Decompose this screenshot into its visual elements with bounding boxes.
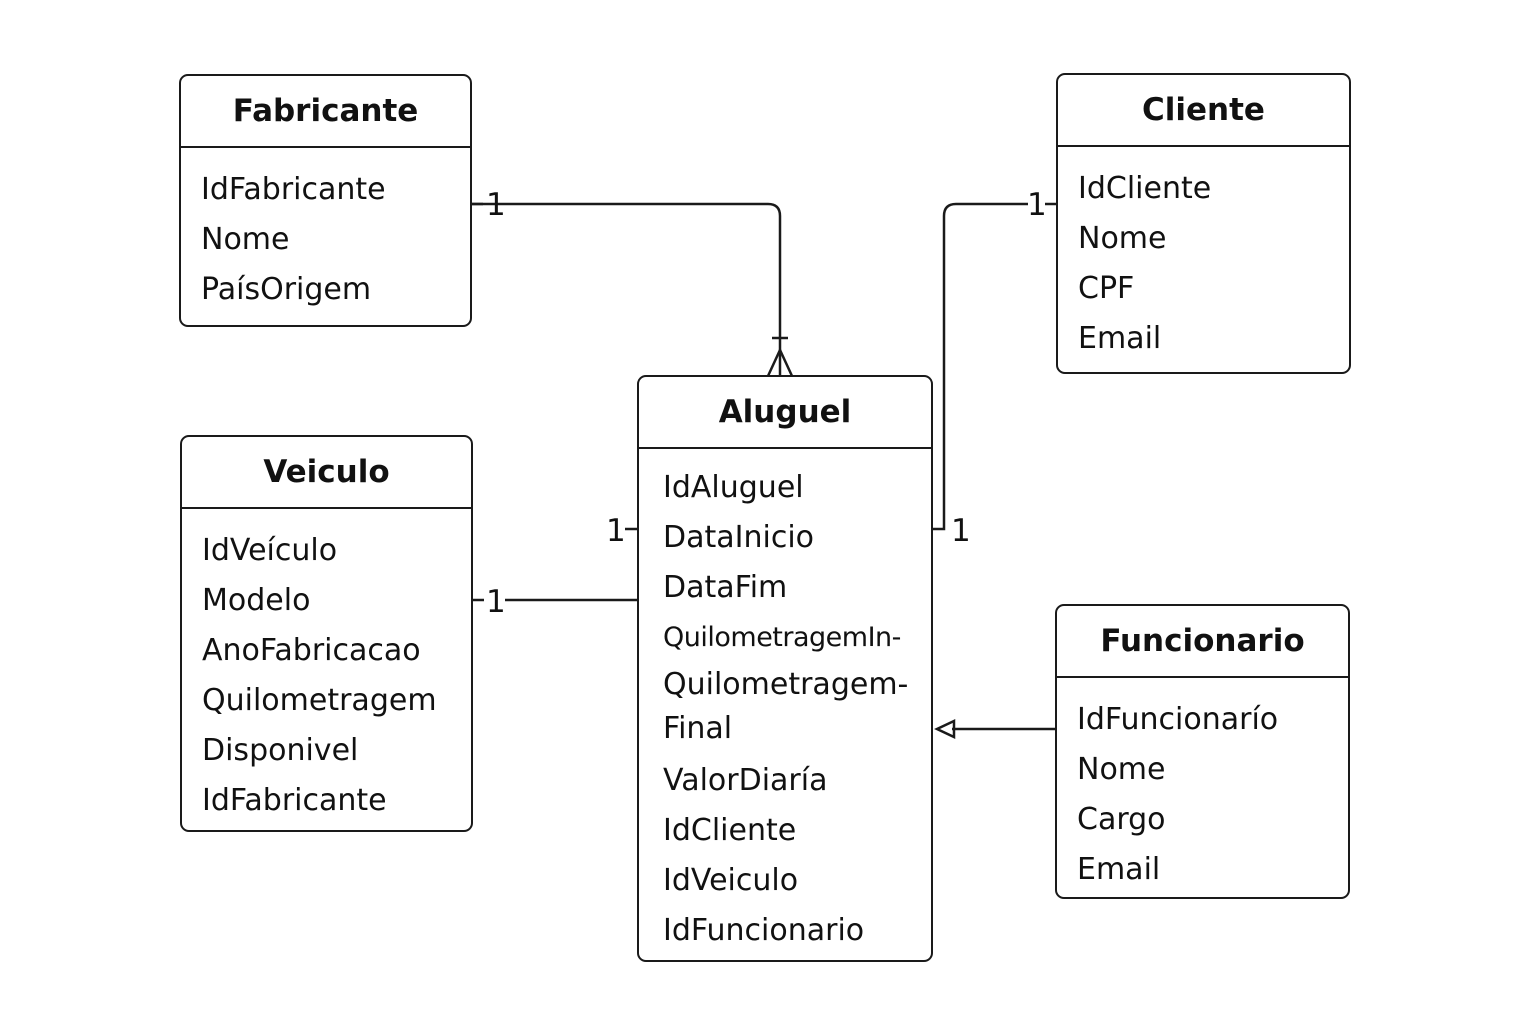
attribute: IdFabricante bbox=[201, 172, 386, 207]
cardinality-aluguel-right: 1 bbox=[951, 513, 971, 549]
attribute: IdCliente bbox=[663, 813, 797, 848]
attribute: Email bbox=[1077, 852, 1161, 887]
attribute: DataFim bbox=[663, 570, 788, 605]
attribute: Final bbox=[663, 711, 733, 746]
attribute: IdFabricante bbox=[202, 783, 387, 818]
attribute-list: IdFuncionarío Nome Cargo Email bbox=[1057, 678, 1348, 895]
attribute: IdAluguel bbox=[663, 470, 804, 505]
attribute: AnoFabricacao bbox=[202, 633, 421, 668]
attribute: IdVeiculo bbox=[663, 863, 799, 898]
entity-title: Cliente bbox=[1058, 75, 1349, 147]
entity-title: Aluguel bbox=[639, 377, 931, 449]
entity-veiculo[interactable]: Veiculo IdVeículo Modelo AnoFabricacao Q… bbox=[180, 435, 473, 832]
arrowhead-aluguel-right bbox=[934, 719, 956, 739]
attribute: Cargo bbox=[1077, 802, 1166, 837]
attribute: ValorDiaría bbox=[663, 763, 828, 798]
entity-title: Veiculo bbox=[182, 437, 471, 509]
connector-cliente-aluguel bbox=[932, 202, 1028, 531]
cardinality-fabricante: 1 bbox=[486, 187, 506, 223]
attribute: Quilometragem- bbox=[663, 667, 909, 702]
attribute: QuilometragemIn- bbox=[663, 622, 901, 653]
attribute: IdFuncionario bbox=[663, 913, 865, 948]
attribute: Modelo bbox=[202, 583, 311, 618]
attribute: Nome bbox=[201, 222, 290, 257]
attribute: Quilometragem bbox=[202, 683, 437, 718]
attribute: DataInicio bbox=[663, 520, 815, 555]
connector-fabricante-aluguel bbox=[471, 202, 782, 376]
attribute: IdFuncionarío bbox=[1077, 702, 1279, 737]
attribute: IdVeículo bbox=[202, 533, 338, 568]
crowfoot-aluguel-top bbox=[766, 347, 794, 377]
attribute-list: IdFabricante Nome PaísOrigem bbox=[181, 148, 470, 315]
entity-fabricante[interactable]: Fabricante IdFabricante Nome PaísOrigem bbox=[179, 74, 472, 327]
attribute-list: IdAluguel DataInicio DataFim Quilometrag… bbox=[639, 449, 931, 956]
entity-title: Fabricante bbox=[181, 76, 470, 148]
attribute: PaísOrigem bbox=[201, 272, 372, 307]
attribute: Nome bbox=[1078, 221, 1167, 256]
attribute-list: IdVeículo Modelo AnoFabricacao Quilometr… bbox=[182, 509, 471, 826]
entity-cliente[interactable]: Cliente IdCliente Nome CPF Email bbox=[1056, 73, 1351, 374]
cardinality-veiculo: 1 bbox=[486, 584, 506, 620]
attribute: IdCliente bbox=[1078, 171, 1212, 206]
attribute-list: IdCliente Nome CPF Email bbox=[1058, 147, 1349, 364]
attribute: Disponivel bbox=[202, 733, 359, 768]
entity-aluguel[interactable]: Aluguel IdAluguel DataInicio DataFim Qui… bbox=[637, 375, 933, 962]
attribute: Email bbox=[1078, 321, 1162, 356]
attribute: Nome bbox=[1077, 752, 1166, 787]
cardinality-aluguel-left: 1 bbox=[606, 513, 626, 549]
entity-title: Funcionario bbox=[1057, 606, 1348, 678]
cardinality-cliente: 1 bbox=[1027, 187, 1047, 223]
entity-funcionario[interactable]: Funcionario IdFuncionarío Nome Cargo Ema… bbox=[1055, 604, 1350, 899]
attribute: CPF bbox=[1078, 271, 1135, 306]
